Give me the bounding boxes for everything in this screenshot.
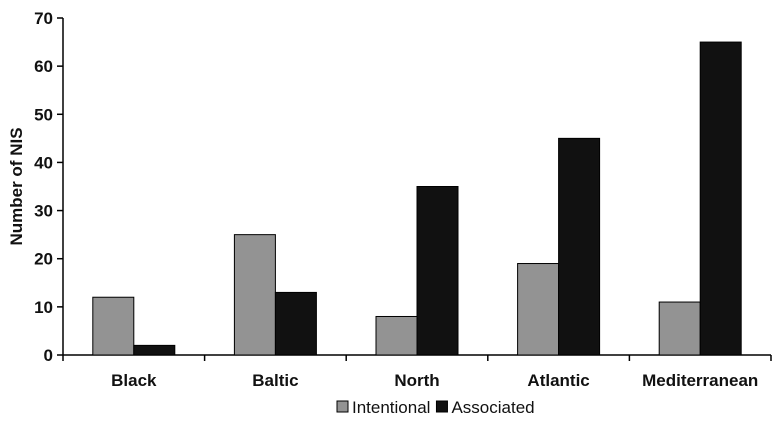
- legend-swatch-associated: [435, 400, 448, 413]
- bar-associated-black: [133, 344, 176, 356]
- y-tick-label: 30: [34, 202, 53, 221]
- x-tick-label-mediterranean: Mediterranean: [642, 371, 758, 390]
- y-tick-label: 70: [34, 9, 53, 28]
- x-tick-labels: Black Baltic North Atlantic Mediterranean: [62, 355, 772, 390]
- x-tick-label-atlantic: Atlantic: [527, 371, 589, 390]
- y-tick-label: 20: [34, 250, 53, 269]
- y-tick-label: 60: [34, 57, 53, 76]
- bar-intentional-north: [375, 315, 418, 356]
- bar-associated-atlantic: [558, 137, 601, 356]
- bar-associated-north: [416, 186, 459, 356]
- legend-label-intentional: Intentional: [352, 398, 430, 417]
- bars: [92, 41, 742, 356]
- x-tick-label-baltic: Baltic: [252, 371, 298, 390]
- bar-intentional-mediterranean: [658, 301, 701, 356]
- y-ticks: 0 10 20 30 40 50 60 70: [34, 9, 63, 365]
- x-tick-label-north: North: [394, 371, 439, 390]
- y-tick-label: 50: [34, 105, 53, 124]
- legend: Intentional Associated: [336, 398, 535, 417]
- bar-associated-mediterranean: [699, 41, 742, 356]
- y-axis-title: Number of NIS: [7, 127, 26, 245]
- y-tick-label: 10: [34, 298, 53, 317]
- bar-intentional-baltic: [233, 234, 276, 356]
- legend-label-associated: Associated: [451, 398, 534, 417]
- y-tick-label: 0: [44, 346, 53, 365]
- bar-intentional-atlantic: [517, 263, 560, 356]
- bar-intentional-black: [92, 296, 135, 356]
- x-tick-label-black: Black: [111, 371, 157, 390]
- bar-associated-baltic: [274, 291, 317, 356]
- legend-swatch-intentional: [336, 400, 349, 413]
- y-tick-label: 40: [34, 153, 53, 172]
